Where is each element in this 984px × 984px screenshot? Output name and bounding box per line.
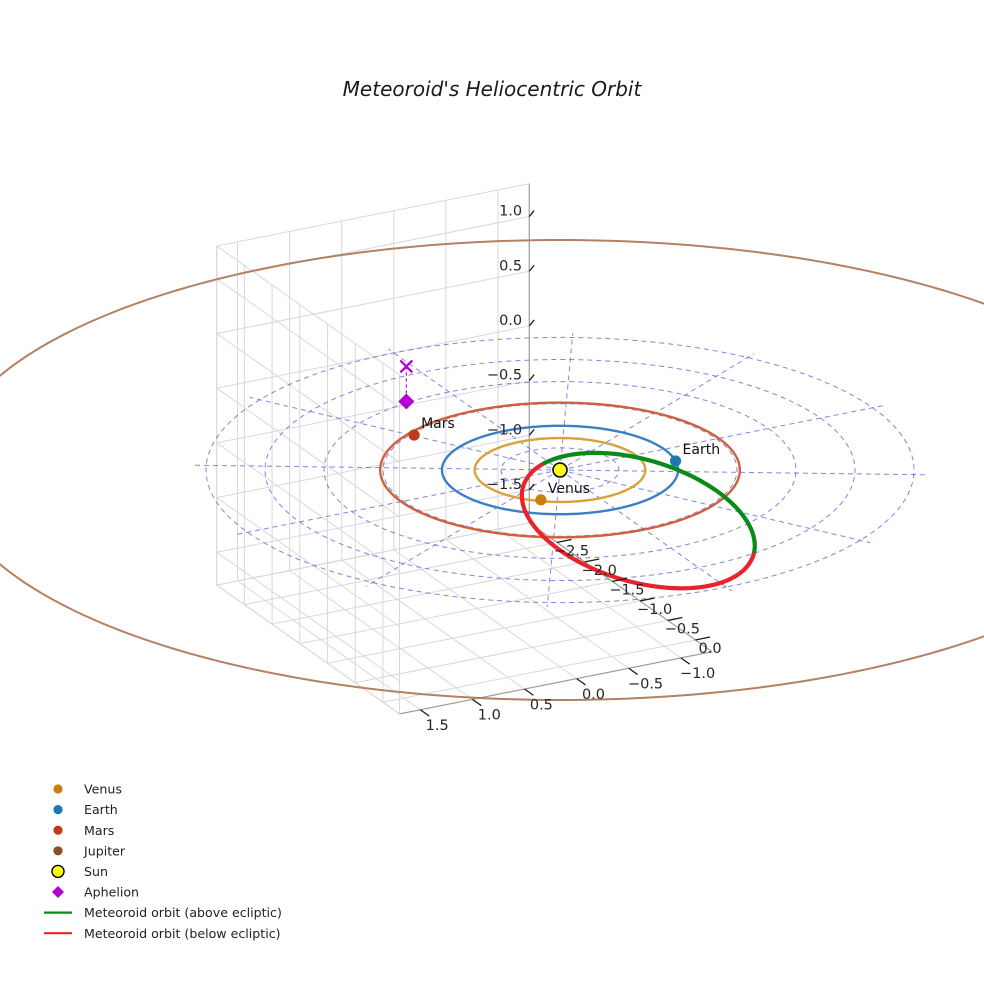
tick-label: −0.5 bbox=[628, 677, 663, 693]
orbit-jupiter bbox=[0, 239, 984, 701]
orbit-venus bbox=[473, 436, 647, 504]
tick-label: 0.0 bbox=[582, 687, 605, 703]
legend-marker-earth bbox=[53, 805, 63, 815]
legend-label: Aphelion bbox=[84, 885, 139, 900]
planet-orbits bbox=[0, 239, 984, 701]
legend-marker-sun bbox=[51, 864, 65, 879]
orbit-mars bbox=[378, 401, 742, 539]
body-markers bbox=[398, 359, 682, 506]
tick-label: −0.5 bbox=[665, 622, 700, 638]
axis-ticks: −2.5 −2.0 −1.5 −1.0 −0.5 0.0 −1.0 −0.5 0.0 0.5 1.0… bbox=[419, 204, 722, 734]
legend-label: Mars bbox=[84, 823, 114, 838]
tick-label: −2.0 bbox=[582, 563, 617, 579]
tick-label: −0.5 bbox=[487, 368, 522, 384]
legend-label: Jupiter bbox=[83, 843, 126, 858]
tick-label: −1.5 bbox=[487, 477, 522, 493]
legend-label: Sun bbox=[84, 864, 108, 879]
legend-marker-venus bbox=[53, 784, 63, 794]
point-labels: Earth Venus Mars bbox=[421, 416, 720, 497]
tick-label: 0.0 bbox=[698, 641, 721, 657]
legend-marker-jupiter bbox=[53, 846, 63, 856]
label-venus: Venus bbox=[548, 481, 590, 497]
legend: Venus Earth Mars Jupiter Sun Aphelion Meteoroi… bbox=[44, 782, 282, 941]
label-mars: Mars bbox=[421, 416, 455, 432]
tick-label: −2.5 bbox=[554, 543, 589, 559]
legend-marker-aphelion bbox=[52, 886, 64, 898]
label-earth: Earth bbox=[683, 442, 721, 458]
tick-label: 0.0 bbox=[499, 313, 522, 329]
tick-label: 1.0 bbox=[478, 708, 501, 724]
legend-label: Earth bbox=[84, 802, 118, 817]
legend-label: Meteoroid orbit (above ecliptic) bbox=[84, 905, 282, 920]
polar-grid bbox=[194, 333, 926, 607]
legend-label: Venus bbox=[84, 782, 122, 797]
tick-label: −1.5 bbox=[609, 583, 644, 599]
meteoroid-orbit bbox=[519, 450, 757, 591]
legend-marker-mars bbox=[53, 825, 63, 835]
tick-label: 1.0 bbox=[499, 204, 522, 220]
tick-label: 0.5 bbox=[499, 258, 522, 274]
tick-label: 1.5 bbox=[426, 718, 449, 734]
tick-label: −1.0 bbox=[487, 422, 522, 438]
tick-label: −1.0 bbox=[680, 666, 715, 682]
tick-label: −1.0 bbox=[637, 602, 672, 618]
tick-label: 0.5 bbox=[530, 697, 553, 713]
page-title: Meteoroid's Heliocentric Orbit bbox=[343, 77, 643, 101]
legend-label: Meteoroid orbit (below ecliptic) bbox=[84, 926, 281, 941]
